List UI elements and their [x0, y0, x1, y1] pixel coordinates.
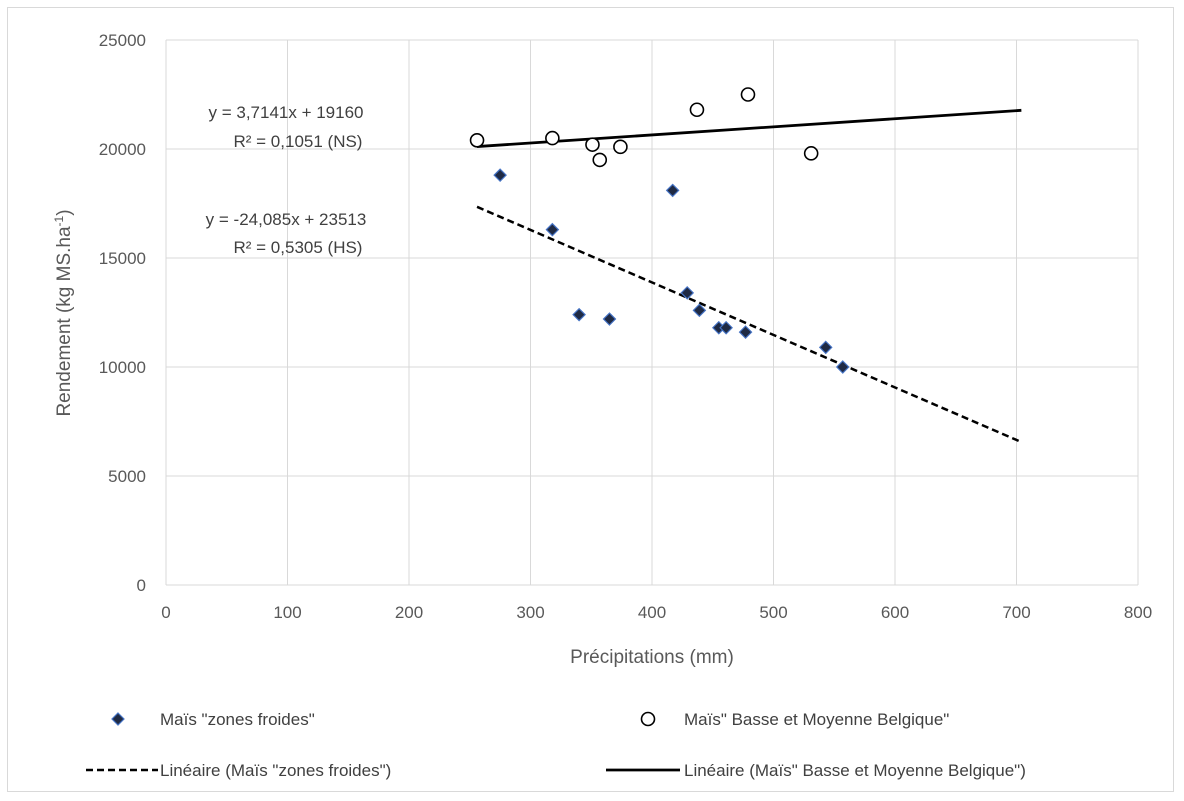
legend-label-trend-belgique: Linéaire (Maïs" Basse et Moyenne Belgiqu… [684, 761, 1026, 780]
point-zones-froides [738, 325, 753, 339]
point-belgique [740, 87, 756, 102]
x-tick-label: 800 [1124, 603, 1152, 622]
x-tick-label: 200 [395, 603, 423, 622]
point-belgique [689, 102, 705, 118]
legend: Maïs "zones froides" Maïs" Basse et Moye… [86, 710, 1026, 780]
x-axis-title: Précipitations (mm) [570, 647, 734, 668]
y-tick-label: 10000 [99, 358, 146, 377]
legend-item-trend-belgique: Linéaire (Maïs" Basse et Moyenne Belgiqu… [606, 761, 1026, 780]
legend-marker-circle [640, 711, 656, 727]
y-tick-label: 25000 [99, 31, 146, 50]
x-tick-labels: 0 100 200 300 400 500 600 700 800 [161, 603, 1152, 622]
trendline-belgique [476, 108, 1022, 148]
x-tick-label: 600 [881, 603, 909, 622]
x-tick-label: 300 [516, 603, 544, 622]
x-tick-label: 0 [161, 603, 170, 622]
point-zones-froides [572, 307, 586, 322]
point-zones-froides [545, 222, 560, 237]
y-tick-labels: 0 5000 10000 15000 20000 25000 [99, 31, 146, 595]
legend-marker-diamond [111, 712, 125, 726]
legend-item-belgique: Maïs" Basse et Moyenne Belgique" [640, 710, 949, 729]
trendlines [476, 108, 1022, 444]
point-zones-froides [680, 286, 695, 300]
point-zones-froides [719, 320, 733, 335]
point-zones-froides [493, 168, 507, 183]
y-tick-label: 15000 [99, 249, 146, 268]
point-belgique [585, 137, 600, 152]
point-belgique [469, 132, 485, 148]
point-belgique [803, 146, 819, 161]
y-tick-label: 20000 [99, 140, 146, 159]
x-tick-label: 700 [1002, 603, 1030, 622]
legend-label-belgique: Maïs" Basse et Moyenne Belgique" [684, 710, 949, 729]
equation-zones-froides: y = -24,085x + 23513 [206, 210, 367, 229]
r2-zones-froides: R² = 0,5305 (HS) [234, 238, 363, 257]
y-axis-title: Rendement (kg MS.ha-1) [52, 209, 75, 416]
point-zones-froides [602, 312, 617, 326]
point-zones-froides [665, 183, 680, 198]
legend-label-zones-froides: Maïs "zones froides" [160, 710, 315, 729]
point-zones-froides [692, 303, 707, 318]
trendline-zones-froides [476, 205, 1022, 444]
point-belgique [592, 152, 608, 168]
point-zones-froides [818, 340, 833, 355]
point-zones-froides [835, 360, 850, 374]
data-points [469, 87, 850, 374]
x-tick-label: 100 [273, 603, 301, 622]
x-tick-label: 500 [759, 603, 787, 622]
r2-belgique: R² = 0,1051 (NS) [234, 132, 363, 151]
legend-item-trend-zones-froides: Linéaire (Maïs "zones froides") [86, 761, 391, 780]
legend-item-zones-froides: Maïs "zones froides" [111, 710, 315, 729]
point-belgique [545, 130, 560, 146]
y-tick-label: 0 [137, 576, 146, 595]
equation-belgique: y = 3,7141x + 19160 [208, 103, 363, 122]
point-belgique [613, 139, 628, 155]
legend-label-trend-zones-froides: Linéaire (Maïs "zones froides") [160, 761, 391, 780]
x-tick-label: 400 [638, 603, 666, 622]
gridlines [165, 39, 1139, 586]
y-tick-label: 5000 [108, 467, 146, 486]
